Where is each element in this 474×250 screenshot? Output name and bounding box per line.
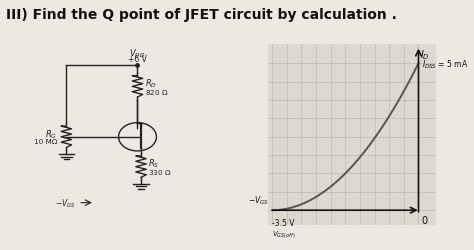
- Text: 330 $\Omega$: 330 $\Omega$: [148, 167, 172, 176]
- Text: $V_{DD}$: $V_{DD}$: [129, 47, 146, 60]
- Text: 10 MΩ: 10 MΩ: [34, 138, 57, 144]
- Text: -3.5 V: -3.5 V: [272, 218, 294, 227]
- Text: $-V_{GS}$: $-V_{GS}$: [247, 194, 269, 206]
- Text: $-V_{GS}$: $-V_{GS}$: [55, 196, 76, 209]
- Text: $V_{GS(off)}$: $V_{GS(off)}$: [272, 228, 295, 239]
- Text: III) Find the Q point of JFET circuit by calculation .: III) Find the Q point of JFET circuit by…: [6, 8, 397, 22]
- Text: $R_S$: $R_S$: [148, 157, 159, 169]
- Text: +6 V: +6 V: [128, 55, 147, 64]
- Text: 0: 0: [421, 215, 427, 225]
- Text: $I_{DSS}$ = 5 mA: $I_{DSS}$ = 5 mA: [422, 58, 468, 70]
- Text: $R_G$: $R_G$: [46, 128, 57, 140]
- Text: $I_D$: $I_D$: [420, 48, 430, 62]
- Text: $R_D$: $R_D$: [145, 77, 156, 89]
- Text: 820 $\Omega$: 820 $\Omega$: [145, 87, 168, 96]
